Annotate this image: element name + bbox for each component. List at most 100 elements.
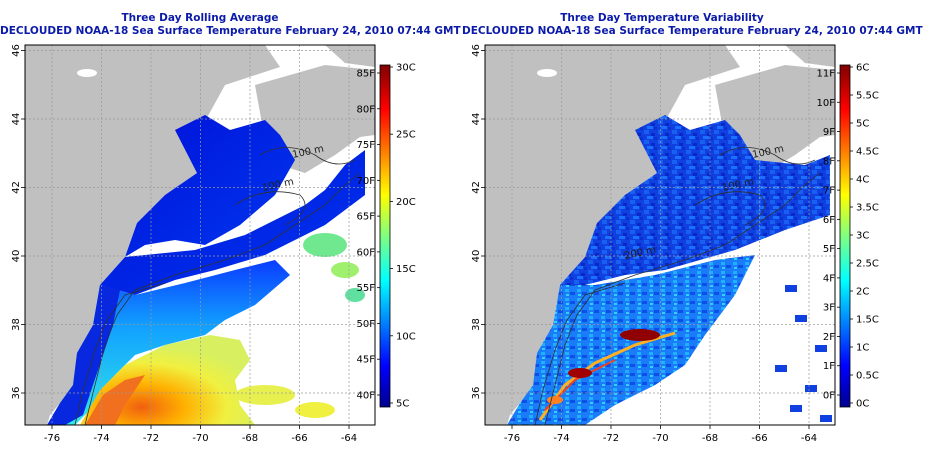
colorbar-label-celsius: 10C [396,331,416,342]
colorbar-label-celsius: 1C [856,343,869,354]
x-tick-label: -64 [801,433,817,444]
land-mainland [485,45,740,425]
y-tick-label: 44 [11,113,22,126]
x-tick-label: -72 [143,433,159,444]
x-tick-label: -76 [44,433,60,444]
right-map-title-line1: Three Day Temperature Variability [560,12,764,24]
isobath-100m-scotian [259,147,356,165]
colorbar-label-celsius: 1.5C [856,315,879,326]
variability-hotspot [547,396,563,404]
sst-gulf-of-maine [125,115,295,257]
sst-offshore-patch [303,233,347,257]
colorbar [379,64,391,408]
variability-offshore-patch [820,415,832,422]
variability-offshore-patch [795,315,807,322]
left-map-title-line1: Three Day Rolling Average [121,12,279,24]
colorbar-label-fahrenheit: 80F [357,104,376,115]
map-frame [484,44,836,426]
sst-georges-bank [100,150,365,295]
y-tick-label: 36 [11,387,22,400]
sst-offshore-patch [235,385,295,405]
colorbar-label-fahrenheit: 55F [357,283,376,294]
isobath-100m-scotian [719,147,816,165]
colorbar-label-fahrenheit: 0F [823,391,835,402]
colorbar-label-celsius: 6C [856,63,869,74]
y-tick-label: 38 [471,318,482,331]
colorbar-label-fahrenheit: 70F [357,176,376,187]
map-frame [24,44,376,426]
colorbar-label-fahrenheit: 50F [357,319,376,330]
colorbar-label-fahrenheit: 40F [357,391,376,402]
colorbar-label-fahrenheit: 65F [357,212,376,223]
sst-mid-atlantic-shelf [47,285,120,425]
colorbar-label-celsius: 0C [856,399,869,410]
x-tick-label: -66 [751,433,767,444]
isobath-200m [84,172,361,426]
colorbar-label-fahrenheit: 8F [823,156,835,167]
colorbar-label-celsius: 5.5C [856,91,879,102]
variability-offshore-patch [790,405,802,412]
right-map-title-line2: DECLOUDED NOAA-18 Sea Surface Temperatur… [462,25,923,37]
isobath-100m-georges [234,191,306,226]
x-tick-label: -68 [702,433,718,444]
colorbar-label-celsius: 2C [856,287,869,298]
left-map-title: Three Day Rolling Average DECLOUDED NOAA… [0,12,461,38]
x-tick-label: -66 [291,433,307,444]
y-tick-label: 40 [471,250,482,263]
colorbar-label-fahrenheit: 7F [823,186,835,197]
variability-hotspot [568,368,592,378]
colorbar-label-fahrenheit: 1F [823,361,835,372]
sst-offshore-patch [345,288,365,302]
y-tick-label: 44 [471,113,482,126]
y-tick-label: 36 [471,387,482,400]
colorbar-label-celsius: 4C [856,175,869,186]
colorbar-label-fahrenheit: 3F [823,303,835,314]
colorbar-label-celsius: 25C [396,130,416,141]
variability-shelf [560,115,830,285]
isobath-100m [74,282,166,426]
colorbar-label-fahrenheit: 85F [357,69,376,80]
colorbar-label-fahrenheit: 9F [823,127,835,138]
x-tick-label: -74 [93,433,109,444]
colorbar-label-celsius: 20C [396,197,416,208]
y-tick-label: 38 [11,318,22,331]
lake-patch [77,69,97,77]
y-tick-label: 42 [471,181,482,194]
lake-patch [537,69,557,77]
colorbar-label-celsius: 3C [856,231,869,242]
x-tick-label: -70 [192,433,208,444]
colorbar-label-celsius: 15C [396,264,416,275]
y-tick-label: 46 [471,44,482,57]
isobath-100m [534,282,626,426]
colorbar [839,64,851,408]
x-tick-label: -68 [242,433,258,444]
sst-offshore-patch [295,402,335,418]
sst-gulf-stream-core [85,375,145,425]
colorbar-label-fahrenheit: 75F [357,140,376,151]
y-tick-label: 40 [11,250,22,263]
colorbar-label-fahrenheit: 2F [823,332,835,343]
right-map-title: Three Day Temperature Variability DECLOU… [462,12,923,38]
isobath-100m-georges [694,191,766,226]
colorbar-label-fahrenheit: 5F [823,244,835,255]
variability-offshore-patch [805,385,817,392]
x-tick-label: -72 [603,433,619,444]
colorbar-label-fahrenheit: 60F [357,247,376,258]
x-tick-label: -70 [652,433,668,444]
y-tick-label: 46 [11,44,22,57]
variability-offshore-patch [775,365,787,372]
land-mainland [25,45,280,425]
x-tick-label: -74 [553,433,569,444]
left-map-title-line2: DECLOUDED NOAA-18 Sea Surface Temperatur… [0,25,461,37]
sst-offshore-patch [331,262,359,278]
x-tick-label: -76 [504,433,520,444]
colorbar-label-celsius: 5C [396,399,409,410]
colorbar-label-celsius: 0.5C [856,371,879,382]
variability-hotspot [620,329,660,341]
y-tick-label: 42 [11,181,22,194]
colorbar-label-celsius: 2.5C [856,259,879,270]
colorbar-label-fahrenheit: 11F [817,69,836,80]
